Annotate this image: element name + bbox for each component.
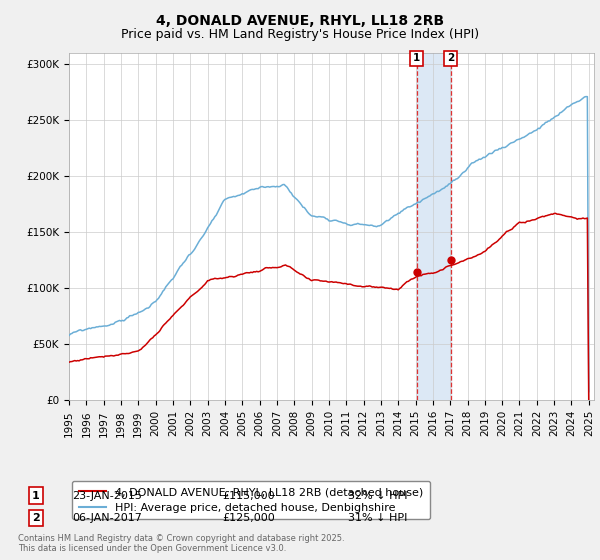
Text: 2: 2 bbox=[447, 53, 454, 63]
Text: 2: 2 bbox=[32, 513, 40, 523]
Text: 31% ↓ HPI: 31% ↓ HPI bbox=[348, 513, 407, 523]
Text: £115,000: £115,000 bbox=[222, 491, 275, 501]
Text: Price paid vs. HM Land Registry's House Price Index (HPI): Price paid vs. HM Land Registry's House … bbox=[121, 28, 479, 41]
Text: 4, DONALD AVENUE, RHYL, LL18 2RB: 4, DONALD AVENUE, RHYL, LL18 2RB bbox=[156, 14, 444, 28]
Bar bbox=[416, 53, 451, 400]
Text: Contains HM Land Registry data © Crown copyright and database right 2025.
This d: Contains HM Land Registry data © Crown c… bbox=[18, 534, 344, 553]
Legend: 4, DONALD AVENUE, RHYL, LL18 2RB (detached house), HPI: Average price, detached : 4, DONALD AVENUE, RHYL, LL18 2RB (detach… bbox=[72, 480, 430, 520]
Text: 1: 1 bbox=[413, 53, 420, 63]
Text: 06-JAN-2017: 06-JAN-2017 bbox=[72, 513, 142, 523]
Text: £125,000: £125,000 bbox=[222, 513, 275, 523]
Text: 32% ↓ HPI: 32% ↓ HPI bbox=[348, 491, 407, 501]
Text: 1: 1 bbox=[32, 491, 40, 501]
Text: 23-JAN-2015: 23-JAN-2015 bbox=[72, 491, 142, 501]
